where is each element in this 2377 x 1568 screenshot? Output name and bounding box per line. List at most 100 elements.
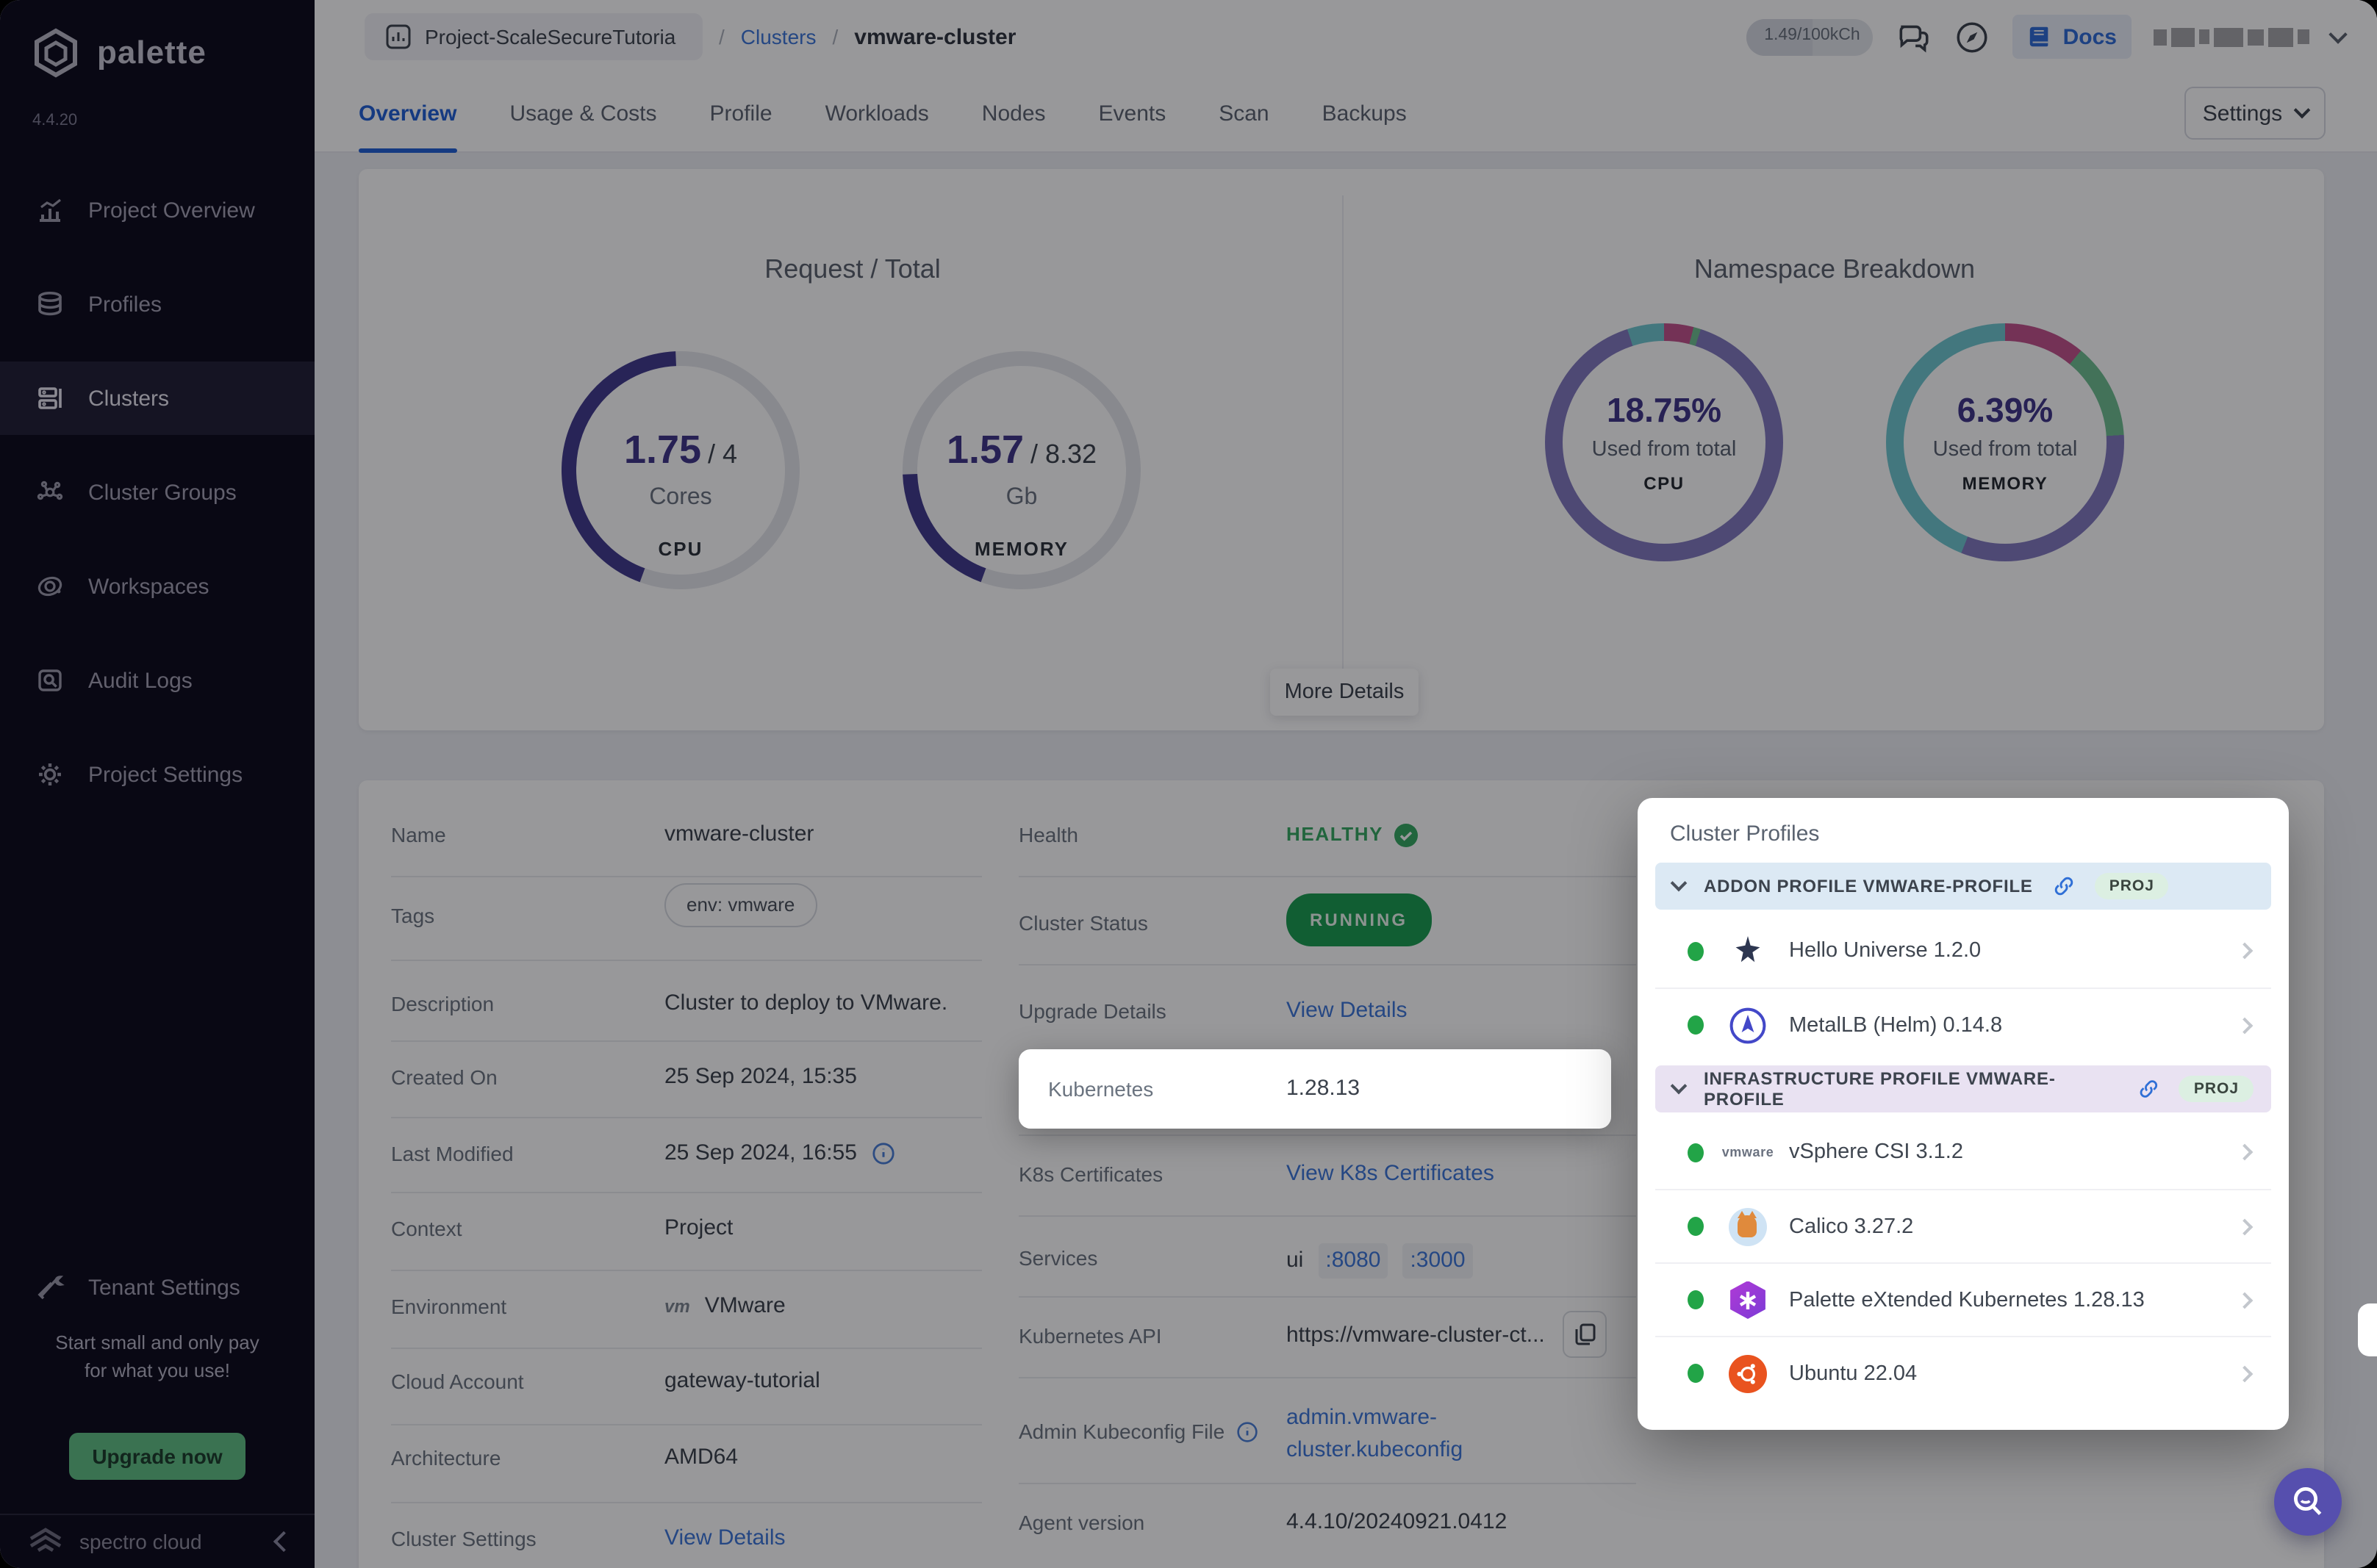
chevron-right-icon bbox=[2236, 942, 2254, 960]
row-label: Description bbox=[391, 992, 495, 1015]
usage-meter-fill bbox=[1746, 18, 1813, 55]
status-dot-icon bbox=[1688, 1217, 1704, 1236]
row-label: Services bbox=[1019, 1246, 1098, 1270]
cluster-settings-link[interactable]: View Details bbox=[664, 1525, 786, 1550]
profile-layer-vsphere-csi[interactable]: vmware vSphere CSI 3.1.2 bbox=[1655, 1115, 2271, 1189]
panel-title: Cluster Profiles bbox=[1670, 821, 1820, 846]
cloud-account-value: gateway-tutorial bbox=[664, 1368, 820, 1393]
sidebar-footer: spectro cloud bbox=[0, 1514, 315, 1568]
metallb-icon bbox=[1729, 1006, 1767, 1044]
copy-button[interactable] bbox=[1563, 1311, 1607, 1358]
metrics-card: Request / Total 1.75 / 4 Cores CPU bbox=[359, 169, 2324, 730]
search-fab-button[interactable] bbox=[2274, 1468, 2342, 1536]
breadcrumb-clusters-link[interactable]: Clusters bbox=[740, 25, 817, 48]
tab-backups[interactable]: Backups bbox=[1322, 101, 1407, 126]
row-label: Last Modified bbox=[391, 1142, 514, 1165]
palette-logo: palette bbox=[29, 26, 207, 79]
tab-profile[interactable]: Profile bbox=[709, 101, 772, 126]
tools-icon bbox=[35, 1273, 65, 1302]
tag-pill: env: vmware bbox=[664, 883, 817, 927]
addon-profile-section-header[interactable]: ADDON PROFILE VMWARE-PROFILE PROJ bbox=[1655, 863, 2271, 910]
kubeconfig-link[interactable]: admin.vmware- bbox=[1286, 1405, 1438, 1430]
gear-icon bbox=[35, 760, 65, 789]
row-label: Environment bbox=[391, 1295, 507, 1318]
tab-nodes[interactable]: Nodes bbox=[981, 101, 1046, 126]
settings-button[interactable]: Settings bbox=[2184, 87, 2326, 140]
chat-icon[interactable] bbox=[1896, 18, 1932, 55]
row-label: Context bbox=[391, 1217, 462, 1240]
upgrade-details-link[interactable]: View Details bbox=[1286, 998, 1408, 1023]
more-details-button[interactable]: More Details bbox=[1270, 669, 1419, 716]
k8s-certificates-link[interactable]: View K8s Certificates bbox=[1286, 1161, 1494, 1186]
project-selector[interactable]: Project-ScaleSecureTutoria bbox=[365, 13, 703, 60]
link-icon bbox=[2054, 877, 2073, 896]
tab-overview[interactable]: Overview bbox=[359, 73, 456, 153]
service-port-link[interactable]: :8080 bbox=[1318, 1243, 1388, 1279]
chevron-right-icon bbox=[2236, 1291, 2254, 1309]
tab-workloads[interactable]: Workloads bbox=[825, 101, 929, 126]
health-value: HEALTHY bbox=[1286, 823, 1384, 845]
profile-layer-hello-universe[interactable]: Hello Universe 1.2.0 bbox=[1655, 914, 2271, 988]
profile-layer-ubuntu[interactable]: Ubuntu 22.04 bbox=[1655, 1336, 2271, 1409]
info-icon[interactable] bbox=[872, 1142, 895, 1165]
tab-usage-costs[interactable]: Usage & Costs bbox=[509, 101, 657, 126]
app-version: 4.4.20 bbox=[32, 112, 78, 129]
chart-icon bbox=[35, 195, 65, 225]
kubernetes-version-spotlight: Kubernetes 1.28.13 bbox=[1019, 1049, 1611, 1129]
usage-meter[interactable]: 1.49/100kCh bbox=[1746, 18, 1874, 55]
sidebar-item-workspaces[interactable]: Workspaces bbox=[0, 550, 315, 623]
breadcrumb-current: vmware-cluster bbox=[854, 24, 1017, 49]
kubernetes-api-value: https://vmware-cluster-ct... bbox=[1286, 1323, 1545, 1348]
tour-tooltip-edge bbox=[2358, 1303, 2377, 1356]
info-icon[interactable] bbox=[1236, 1420, 1258, 1442]
chevron-right-icon bbox=[2236, 1016, 2254, 1034]
topbar-actions: 1.49/100kCh Docs bbox=[1746, 0, 2348, 73]
sidebar-item-tenant-settings[interactable]: Tenant Settings bbox=[0, 1251, 315, 1324]
sidebar-item-project-overview[interactable]: Project Overview bbox=[0, 173, 315, 247]
hello-universe-icon bbox=[1729, 932, 1767, 970]
namespace-memory-donut: 6.39% Used from total MEMORY bbox=[1886, 323, 2124, 561]
scope-badge: PROJ bbox=[2094, 873, 2169, 899]
profile-layer-calico[interactable]: Calico 3.27.2 bbox=[1655, 1189, 2271, 1262]
row-label: Kubernetes API bbox=[1019, 1324, 1162, 1348]
vmware-icon: vmware bbox=[1721, 1145, 1774, 1159]
last-modified-value: 25 Sep 2024, 16:55 bbox=[664, 1140, 857, 1165]
chevron-right-icon bbox=[2236, 1218, 2254, 1235]
redacted-username[interactable] bbox=[2154, 27, 2309, 46]
upgrade-now-button[interactable]: Upgrade now bbox=[69, 1433, 245, 1480]
kubeconfig-link[interactable]: cluster.kubeconfig bbox=[1286, 1437, 1463, 1462]
sidebar-item-project-settings[interactable]: Project Settings bbox=[0, 738, 315, 811]
upgrade-promo: Start small and only pay for what you us… bbox=[55, 1331, 259, 1381]
environment-value: VMware bbox=[704, 1293, 786, 1318]
status-dot-icon bbox=[1688, 1015, 1704, 1035]
status-dot-icon bbox=[1688, 1143, 1704, 1162]
infrastructure-profile-section-header[interactable]: INFRASTRUCTURE PROFILE VMWARE-PROFILE PR… bbox=[1655, 1065, 2271, 1112]
servers-icon bbox=[35, 384, 65, 413]
status-dot-icon bbox=[1688, 941, 1704, 960]
architecture-value: AMD64 bbox=[664, 1445, 739, 1470]
row-label: Architecture bbox=[391, 1446, 501, 1470]
breadcrumb-separator: / bbox=[832, 25, 839, 48]
sidebar-item-audit-logs[interactable]: Audit Logs bbox=[0, 644, 315, 717]
sidebar-item-cluster-groups[interactable]: Cluster Groups bbox=[0, 456, 315, 529]
tab-events[interactable]: Events bbox=[1098, 101, 1166, 126]
scope-badge: PROJ bbox=[2179, 1076, 2254, 1102]
description-value: Cluster to deploy to VMware. bbox=[664, 990, 948, 1015]
service-port-link[interactable]: :3000 bbox=[1402, 1243, 1473, 1279]
profile-layer-metallb[interactable]: MetalLB (Helm) 0.14.8 bbox=[1655, 988, 2271, 1061]
chevron-down-icon bbox=[1670, 874, 1688, 892]
topbar: Project-ScaleSecureTutoria / Clusters / … bbox=[315, 0, 2377, 73]
cpu-gauge-caption: CPU bbox=[658, 538, 703, 560]
tab-scan[interactable]: Scan bbox=[1219, 101, 1269, 126]
cluster-tabbar: Overview Usage & Costs Profile Workloads… bbox=[315, 73, 2377, 153]
compass-icon[interactable] bbox=[1954, 18, 1991, 55]
status-dot-icon bbox=[1688, 1364, 1704, 1383]
spectro-cloud-logo-icon bbox=[29, 1528, 62, 1553]
sidebar-item-clusters[interactable]: Clusters bbox=[0, 362, 315, 435]
sidebar-item-profiles[interactable]: Profiles bbox=[0, 267, 315, 341]
docs-button[interactable]: Docs bbox=[2012, 15, 2132, 59]
book-icon bbox=[2030, 26, 2048, 47]
kubernetes-label: Kubernetes bbox=[1048, 1077, 1154, 1101]
profile-layer-palette-extended-kubernetes[interactable]: Palette eXtended Kubernetes 1.28.13 bbox=[1655, 1262, 2271, 1336]
